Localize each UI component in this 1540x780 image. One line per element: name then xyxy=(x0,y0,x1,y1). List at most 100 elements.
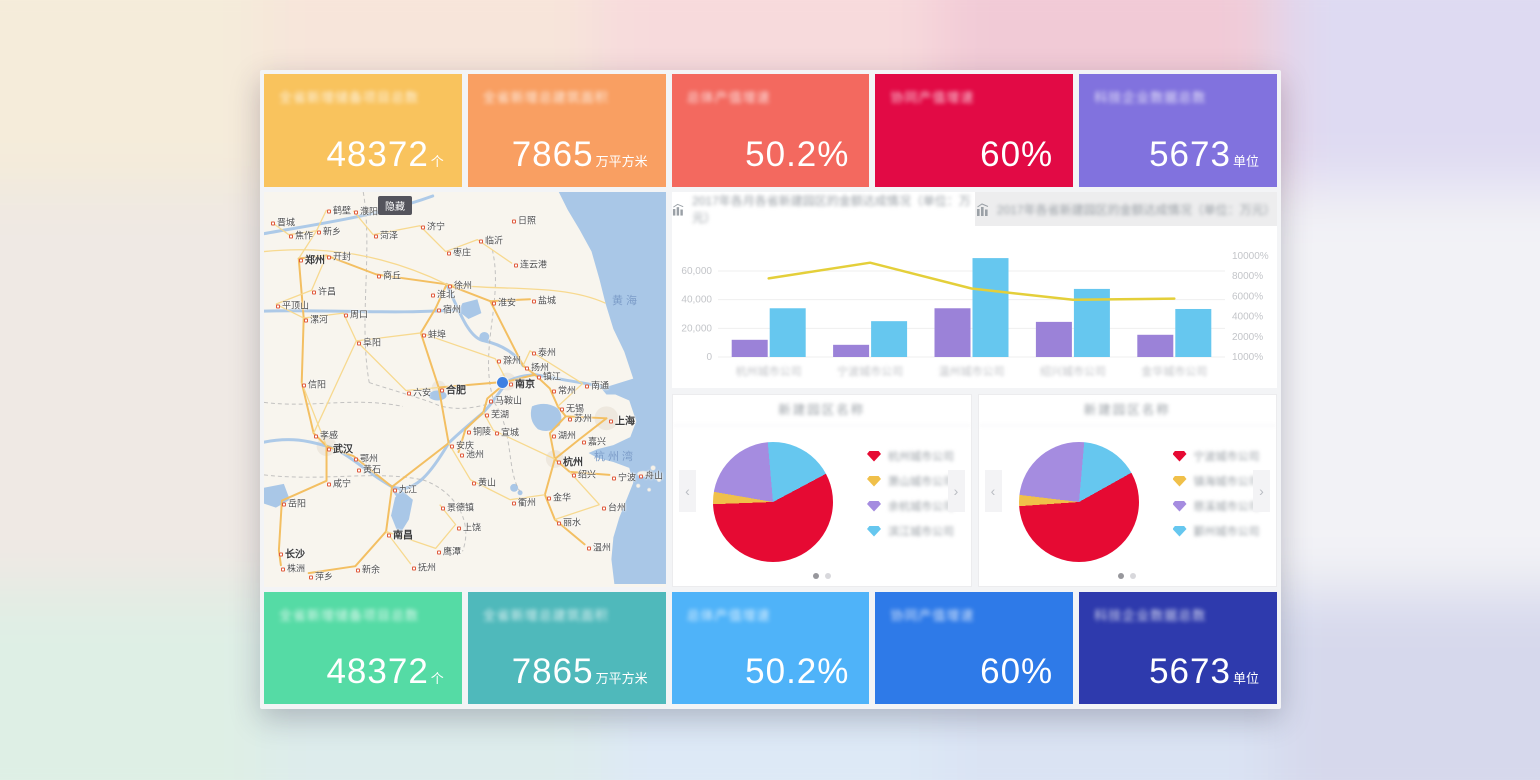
svg-text:4000%: 4000% xyxy=(1232,312,1263,323)
stat-card-title: 协同产值增速 xyxy=(890,90,975,105)
city-marker-icon xyxy=(467,430,471,435)
map-city-label: 宿州 xyxy=(437,303,461,316)
pie-legend-item[interactable]: 慈溪城市公司 xyxy=(1172,498,1260,514)
legend-gem-icon xyxy=(1172,525,1187,537)
city-marker-icon xyxy=(460,453,464,458)
pie-legend-item[interactable]: 余杭城市公司 xyxy=(867,498,954,514)
city-marker-icon xyxy=(568,417,572,422)
map-city-label: 绍兴 xyxy=(572,468,596,481)
svg-text:40,000: 40,000 xyxy=(681,295,712,306)
map-city-label: 嘉兴 xyxy=(582,435,606,448)
map-city-label: 淮安 xyxy=(492,296,516,309)
city-marker-icon xyxy=(437,550,441,555)
stat-card: 全省新增储备项目总数 48372 个 xyxy=(264,592,462,704)
city-marker-icon xyxy=(557,460,561,465)
water-label: 黄海 xyxy=(612,295,640,307)
dashboard-panel: 全省新增储备项目总数 48372 个全省新增总建筑面积 7865 万平方米 总体产值增… xyxy=(260,70,1281,709)
legend-label: 镇海城市公司 xyxy=(1193,476,1260,488)
pie-chart xyxy=(1018,442,1139,562)
legend-label: 慈溪城市公司 xyxy=(1193,501,1260,513)
pie-legend-item[interactable]: 鄞州城市公司 xyxy=(1172,523,1260,539)
stat-card-title: 全省新增储备项目总数 xyxy=(279,90,420,105)
city-marker-icon xyxy=(302,383,306,388)
map-city-label: 阜阳 xyxy=(357,336,381,349)
carousel-next-button[interactable]: › xyxy=(947,469,965,512)
carousel-dot[interactable] xyxy=(1118,573,1125,579)
chart-tab[interactable]: 2017年各省新建园区的金额达成情况（单位：万元） xyxy=(975,192,1278,226)
map-hide-button[interactable]: 隐藏 xyxy=(378,196,412,215)
city-marker-icon xyxy=(407,391,411,396)
legend-label: 滨江城市公司 xyxy=(888,526,954,538)
legend-gem-icon xyxy=(867,450,881,462)
city-marker-icon xyxy=(312,290,316,295)
pie-chart xyxy=(713,442,833,562)
pie-body: 宁波城市公司 镇海城市公司 慈溪城市公司 鄞州城市公司 xyxy=(979,426,1277,562)
map-city-label: 无锡 xyxy=(560,402,584,415)
city-marker-icon xyxy=(387,533,391,538)
pie-body: 杭州城市公司 萧山城市公司 余杭城市公司 滨江城市公司 xyxy=(673,426,971,562)
pie-legend-item[interactable]: 萧山城市公司 xyxy=(867,473,954,489)
carousel-dot[interactable] xyxy=(1130,573,1137,579)
stat-card-title: 科技企业数据总数 xyxy=(1094,608,1207,623)
map-city-label: 商丘 xyxy=(377,269,401,282)
city-marker-icon xyxy=(374,234,378,239)
map-city-label: 安庆 xyxy=(450,439,474,452)
stat-card-value: 60% xyxy=(980,135,1054,174)
map-city-label: 郑州 xyxy=(299,252,325,267)
map-city-label: 黄山 xyxy=(472,476,496,489)
svg-text:8000%: 8000% xyxy=(1232,271,1263,282)
city-marker-icon xyxy=(448,284,452,289)
map-city-label: 马鞍山 xyxy=(489,394,522,407)
pie-legend-item[interactable]: 杭州城市公司 xyxy=(867,448,954,464)
pie-legend-item[interactable]: 镇海城市公司 xyxy=(1172,473,1260,489)
map-city-label: 平顶山 xyxy=(276,299,309,312)
water-label: 杭州湾 xyxy=(594,451,636,463)
map-city-label: 日照 xyxy=(512,214,536,227)
city-marker-icon xyxy=(276,304,280,309)
carousel-next-button[interactable]: › xyxy=(1253,469,1270,512)
stat-card-title: 全省新增储备项目总数 xyxy=(279,608,420,623)
stat-card: 科技企业数据总数 5673 单位 xyxy=(1079,74,1277,187)
stat-card: 总体产值增速 50.2% xyxy=(671,74,870,187)
map-city-label: 濮阳 xyxy=(354,205,378,218)
svg-text:金华城市公司: 金华城市公司 xyxy=(1141,364,1207,378)
carousel-prev-button[interactable]: ‹ xyxy=(984,469,1002,512)
stat-card: 协同产值增速 60% xyxy=(875,592,1074,704)
city-marker-icon xyxy=(377,274,381,279)
stat-card-value: 7865 万平方米 xyxy=(511,652,648,691)
chart-tabs: 2017年各月各省新建园区的金额达成情况（单位：万元） 2017年各省新建园区的… xyxy=(672,192,1277,226)
legend-gem-icon xyxy=(867,525,881,537)
pie-title: 新建园区名称 xyxy=(978,395,1276,426)
carousel-dot[interactable] xyxy=(824,573,831,579)
city-marker-icon xyxy=(357,468,361,473)
carousel-dot[interactable] xyxy=(812,573,819,579)
map-city-label: 丽水 xyxy=(557,516,581,529)
city-marker-icon xyxy=(639,474,643,479)
stat-card-value: 48372 个 xyxy=(326,135,444,174)
pie-legend-item[interactable]: 滨江城市公司 xyxy=(867,523,954,539)
stat-card: 全省新增储备项目总数 48372 个 xyxy=(264,74,462,187)
pie-title: 新建园区名称 xyxy=(673,395,971,426)
map-city-label: 许昌 xyxy=(312,285,336,298)
pie-legend-item[interactable]: 宁波城市公司 xyxy=(1172,448,1260,464)
bar-chart-plot: 0 20,000 40,000 60,000 10000% 8000% 6000% 4000%… xyxy=(672,226,1277,388)
legend-gem-icon xyxy=(1172,475,1187,487)
chart-tab[interactable]: 2017年各月各省新建园区的金额达成情况（单位：万元） xyxy=(672,192,975,226)
map-city-label: 苏州 xyxy=(568,412,592,425)
chart-tab-label: 2017年各省新建园区的金额达成情况（单位：万元） xyxy=(996,202,1276,217)
map-city-label: 金华 xyxy=(547,491,571,504)
carousel-dots xyxy=(812,573,831,579)
legend-gem-icon xyxy=(1172,450,1187,462)
city-marker-icon xyxy=(609,419,613,424)
stat-card-title: 协同产值增速 xyxy=(890,608,975,623)
svg-text:1000%: 1000% xyxy=(1232,352,1263,363)
svg-text:杭州城市公司: 杭州城市公司 xyxy=(736,364,802,378)
svg-text:2000%: 2000% xyxy=(1232,332,1263,343)
carousel-prev-button[interactable]: ‹ xyxy=(679,469,696,512)
city-marker-icon xyxy=(489,399,493,404)
map-canvas[interactable] xyxy=(264,192,666,585)
city-marker-icon xyxy=(472,481,476,486)
stat-card-value: 60% xyxy=(980,652,1054,691)
selected-city-marker-icon[interactable] xyxy=(497,377,508,388)
